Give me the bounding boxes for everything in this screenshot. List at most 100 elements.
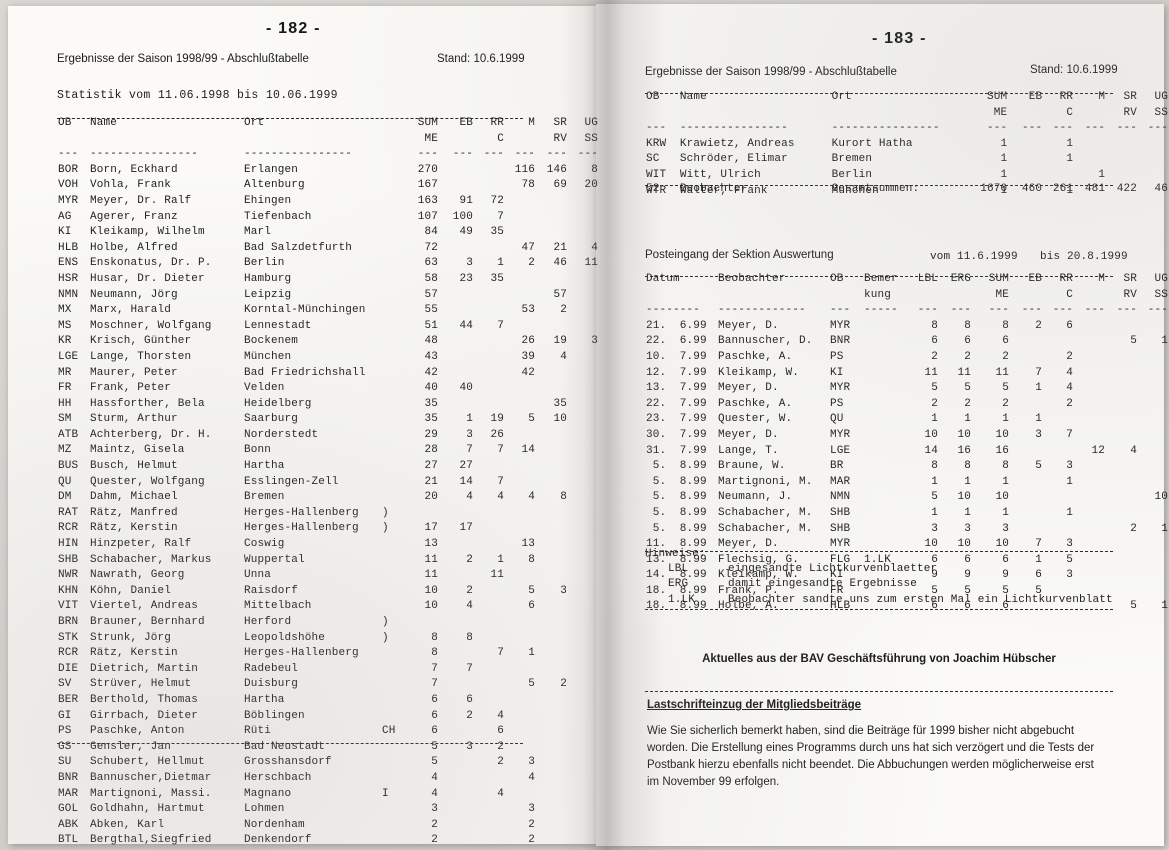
cell-sr (1106, 475, 1138, 491)
cell-bemerkung (863, 490, 911, 506)
table-row: NWR Nawrath, Georg Unna 11 11 (57, 568, 599, 584)
cell-country-or-group (381, 412, 405, 428)
cell-m: 53 (521, 304, 535, 317)
cell-eb (1008, 137, 1043, 153)
cell-country-or-group (381, 818, 405, 834)
table-row: KI Kleikamp, Wilhelm Marl 84 49 35 (57, 225, 599, 241)
table-row: SV Strüver, Helmut Duisburg 7 5 2 (57, 677, 599, 693)
cell-sum: 270 (417, 163, 438, 176)
cell-rr: 2 (1066, 397, 1073, 410)
cell-beobachter: Frank, P. (718, 584, 779, 597)
cell-sum: 1 (1000, 137, 1008, 150)
cell-sr (536, 210, 568, 226)
rcol-ug-2: SS (1154, 106, 1168, 119)
cell-ob: MYR (58, 194, 79, 207)
cell-sum: 58 (424, 272, 438, 285)
cell-beobachter: Braune, W. (718, 460, 786, 473)
pcol-bemer: Bemer (864, 273, 898, 285)
cell-ug (568, 537, 599, 553)
cell-m (1074, 137, 1106, 153)
cell-ob: BR (830, 460, 844, 473)
cell-ug: 4 (591, 241, 598, 254)
cell-sr: 2 (1130, 522, 1137, 535)
cell-ob: KI (830, 366, 844, 379)
cell-sum: 35 (424, 397, 438, 410)
cell-beobachter: Paschke, A. (718, 397, 793, 410)
pdash-ob: --- (830, 304, 851, 317)
cell-sr (1106, 428, 1138, 444)
cell-ob: VIT (58, 600, 79, 613)
cell-ob: PS (58, 725, 72, 738)
pdash-beob: ------------- (718, 304, 806, 317)
cell-m (1074, 459, 1106, 475)
cell-sr (536, 553, 568, 569)
cell-ug (568, 818, 599, 834)
table-row: STK Strunk, Jörg Leopoldshöhe) 8 8 (57, 631, 599, 647)
cell-m: 14 (521, 444, 535, 457)
cell-eb: 6 (466, 693, 473, 706)
cell-sum (405, 615, 439, 631)
cell-m: 3 (528, 803, 535, 816)
cell-ort: Hartha (244, 460, 285, 473)
dash-ort: ---------------- (244, 148, 353, 161)
cell-name: Abken, Karl (90, 818, 165, 831)
cell-sum: 17 (424, 522, 438, 535)
cell-ort: Coswig (244, 538, 285, 551)
cell-ug (1138, 568, 1169, 584)
cell-eb: 44 (459, 319, 473, 332)
table-row: HIN Hinzpeter, Ralf Coswig 13 13 (57, 537, 599, 553)
cell-sum: 3 (431, 803, 438, 816)
pdash-lbl: --- (917, 304, 938, 317)
cell-name: Krawietz, Andreas (679, 137, 795, 150)
cell-lbl: 6 (931, 600, 938, 613)
cell-erg: 6 (964, 600, 971, 613)
cell-ob: SHB (830, 522, 851, 535)
cell-rr (1043, 522, 1074, 538)
cell-rr (474, 303, 505, 319)
cell-ort: Herford (244, 616, 292, 628)
cell-sr (536, 693, 568, 709)
cell-name: Quester, Wolfgang (90, 475, 205, 488)
cell-ug (568, 599, 599, 615)
cell-ug (1138, 152, 1169, 168)
cell-ug (1138, 381, 1169, 397)
cell-ug (568, 272, 599, 288)
cell-country-or-group (381, 163, 405, 179)
cell-ort: Wuppertal (244, 553, 305, 566)
cell-sum: 43 (424, 350, 438, 363)
cell-eb (439, 833, 474, 849)
cell-m: 116 (514, 163, 535, 176)
cell-ob: STK (58, 631, 79, 644)
hinweise-text: eingesandte Lichtkurvenblaetter (728, 562, 938, 575)
cell-eb: 7 (466, 444, 473, 457)
cell-bemerkung (863, 366, 911, 382)
cell-rr: 1 (1066, 506, 1073, 519)
cell-country-or-group (381, 490, 405, 506)
hinweise-list: LBL eingesandte Lichtkurvenblaetter ERG dam… (667, 562, 1114, 609)
cell-ug (568, 631, 599, 647)
cell-bemerkung (863, 397, 911, 413)
cell-eb: 17 (459, 522, 473, 535)
left-page: - 182 - Ergebnisse der Saison 1998/99 - … (57, 20, 599, 850)
cell-eb: 100 (452, 210, 473, 223)
cell-erg: 3 (964, 522, 971, 535)
table-row: KRW Krawietz, Andreas Kurort Hatha 1 1 (645, 137, 1169, 153)
cell-ob: WIT (646, 168, 667, 181)
cell-sum: 10 (995, 538, 1009, 551)
dash-ug: --- (577, 148, 598, 161)
cell-rr (1043, 334, 1074, 350)
cell-rr (1043, 490, 1074, 506)
pdash-bemer: ----- (864, 304, 898, 317)
cell-rr: 7 (497, 647, 504, 660)
cell-ob: QU (830, 413, 844, 426)
pdash-ug: --- (1147, 304, 1168, 317)
table-row: BER Berthold, Thomas Hartha 6 6 (57, 693, 599, 709)
cell-country-or-group (381, 459, 405, 475)
cell-ug (568, 210, 599, 226)
cell-m: 6 (528, 600, 535, 613)
cell-ort: Raisdorf (244, 584, 299, 597)
left-page-subtitle: Statistik vom 11.06.1998 bis 10.06.1999 (57, 89, 338, 102)
cell-bemerkung: 1.LK (864, 553, 892, 566)
cell-erg: 2 (964, 397, 971, 410)
pcol-rr-2: C (1066, 288, 1073, 301)
